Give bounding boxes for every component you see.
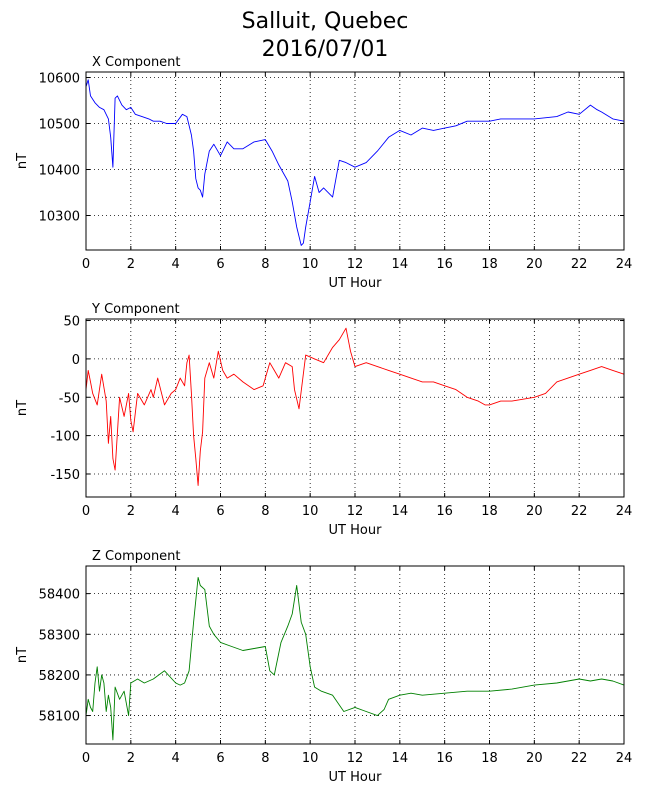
y-tick-label: 50	[63, 315, 80, 330]
x-tick-label: 0	[82, 257, 90, 272]
x-tick-label: 22	[571, 751, 588, 766]
x-tick-label: 8	[261, 257, 269, 272]
x-tick-label: 12	[347, 751, 364, 766]
x-tick-label: 18	[481, 504, 498, 519]
chart-panel-1: 0 2 4 6 8 10 12 14 16 18 20 22 241030010400105001060…	[15, 55, 632, 291]
x-tick-label: 16	[436, 257, 453, 272]
y-tick-label: 58400	[39, 588, 80, 603]
y-tick-label: 0	[72, 353, 80, 368]
x-tick-label: 22	[571, 504, 588, 519]
y-tick-label: 10500	[39, 118, 80, 133]
x-tick-label: 22	[571, 257, 588, 272]
panel-title: X Component	[92, 55, 181, 70]
x-tick-label: 10	[302, 504, 319, 519]
x-tick-label: 12	[347, 504, 364, 519]
x-tick-label: 0	[82, 504, 90, 519]
x-tick-label: 14	[392, 257, 409, 272]
y-tick-label: -100	[50, 430, 80, 445]
panel-title: Z Component	[92, 549, 181, 564]
y-tick-label: -150	[50, 468, 80, 483]
x-tick-label: 20	[526, 751, 543, 766]
y-tick-label: 58300	[39, 628, 80, 643]
x-tick-label: 4	[172, 751, 180, 766]
x-tick-label: 16	[436, 751, 453, 766]
y-tick-label: -50	[59, 391, 80, 406]
x-tick-label: 24	[616, 257, 633, 272]
x-tick-label: 18	[481, 751, 498, 766]
x-tick-label: 8	[261, 751, 269, 766]
x-axis-label: UT Hour	[329, 770, 383, 785]
x-tick-label: 24	[616, 751, 633, 766]
x-tick-label: 20	[526, 257, 543, 272]
x-tick-label: 0	[82, 751, 90, 766]
series-line	[85, 576, 625, 741]
x-tick-label: 6	[216, 751, 224, 766]
y-tick-label: 58200	[39, 669, 80, 684]
x-tick-label: 12	[347, 257, 364, 272]
figure-title-line2: 2016/07/01	[261, 37, 389, 62]
x-tick-label: 4	[172, 257, 180, 272]
x-tick-label: 20	[526, 504, 543, 519]
x-tick-label: 14	[392, 751, 409, 766]
x-tick-label: 10	[302, 257, 319, 272]
x-tick-label: 8	[261, 504, 269, 519]
x-axis-label: UT Hour	[329, 523, 383, 538]
x-tick-label: 6	[216, 504, 224, 519]
chart-panel-3: 0 2 4 6 8 10 12 14 16 18 20 22 245810058200583005840…	[15, 549, 632, 785]
x-tick-label: 2	[127, 751, 135, 766]
y-axis-label: nT	[15, 400, 30, 416]
y-tick-label: 58100	[39, 710, 80, 725]
x-tick-label: 24	[616, 504, 633, 519]
x-tick-label: 2	[127, 504, 135, 519]
y-axis-label: nT	[15, 153, 30, 169]
series-line	[85, 327, 625, 486]
y-axis-label: nT	[15, 647, 30, 663]
x-tick-label: 2	[127, 257, 135, 272]
x-tick-label: 18	[481, 257, 498, 272]
x-tick-label: 4	[172, 504, 180, 519]
x-tick-label: 6	[216, 257, 224, 272]
figure-title-line1: Salluit, Quebec	[241, 9, 409, 34]
x-tick-label: 14	[392, 504, 409, 519]
series-line	[85, 79, 625, 246]
x-tick-label: 10	[302, 751, 319, 766]
y-tick-label: 10300	[39, 210, 80, 225]
x-tick-label: 16	[436, 504, 453, 519]
panel-title: Y Component	[91, 302, 180, 317]
y-tick-label: 10600	[39, 72, 80, 87]
figure-title: Salluit, Quebec 2016/07/01	[0, 8, 650, 64]
x-axis-label: UT Hour	[329, 276, 383, 291]
y-tick-label: 10400	[39, 164, 80, 179]
